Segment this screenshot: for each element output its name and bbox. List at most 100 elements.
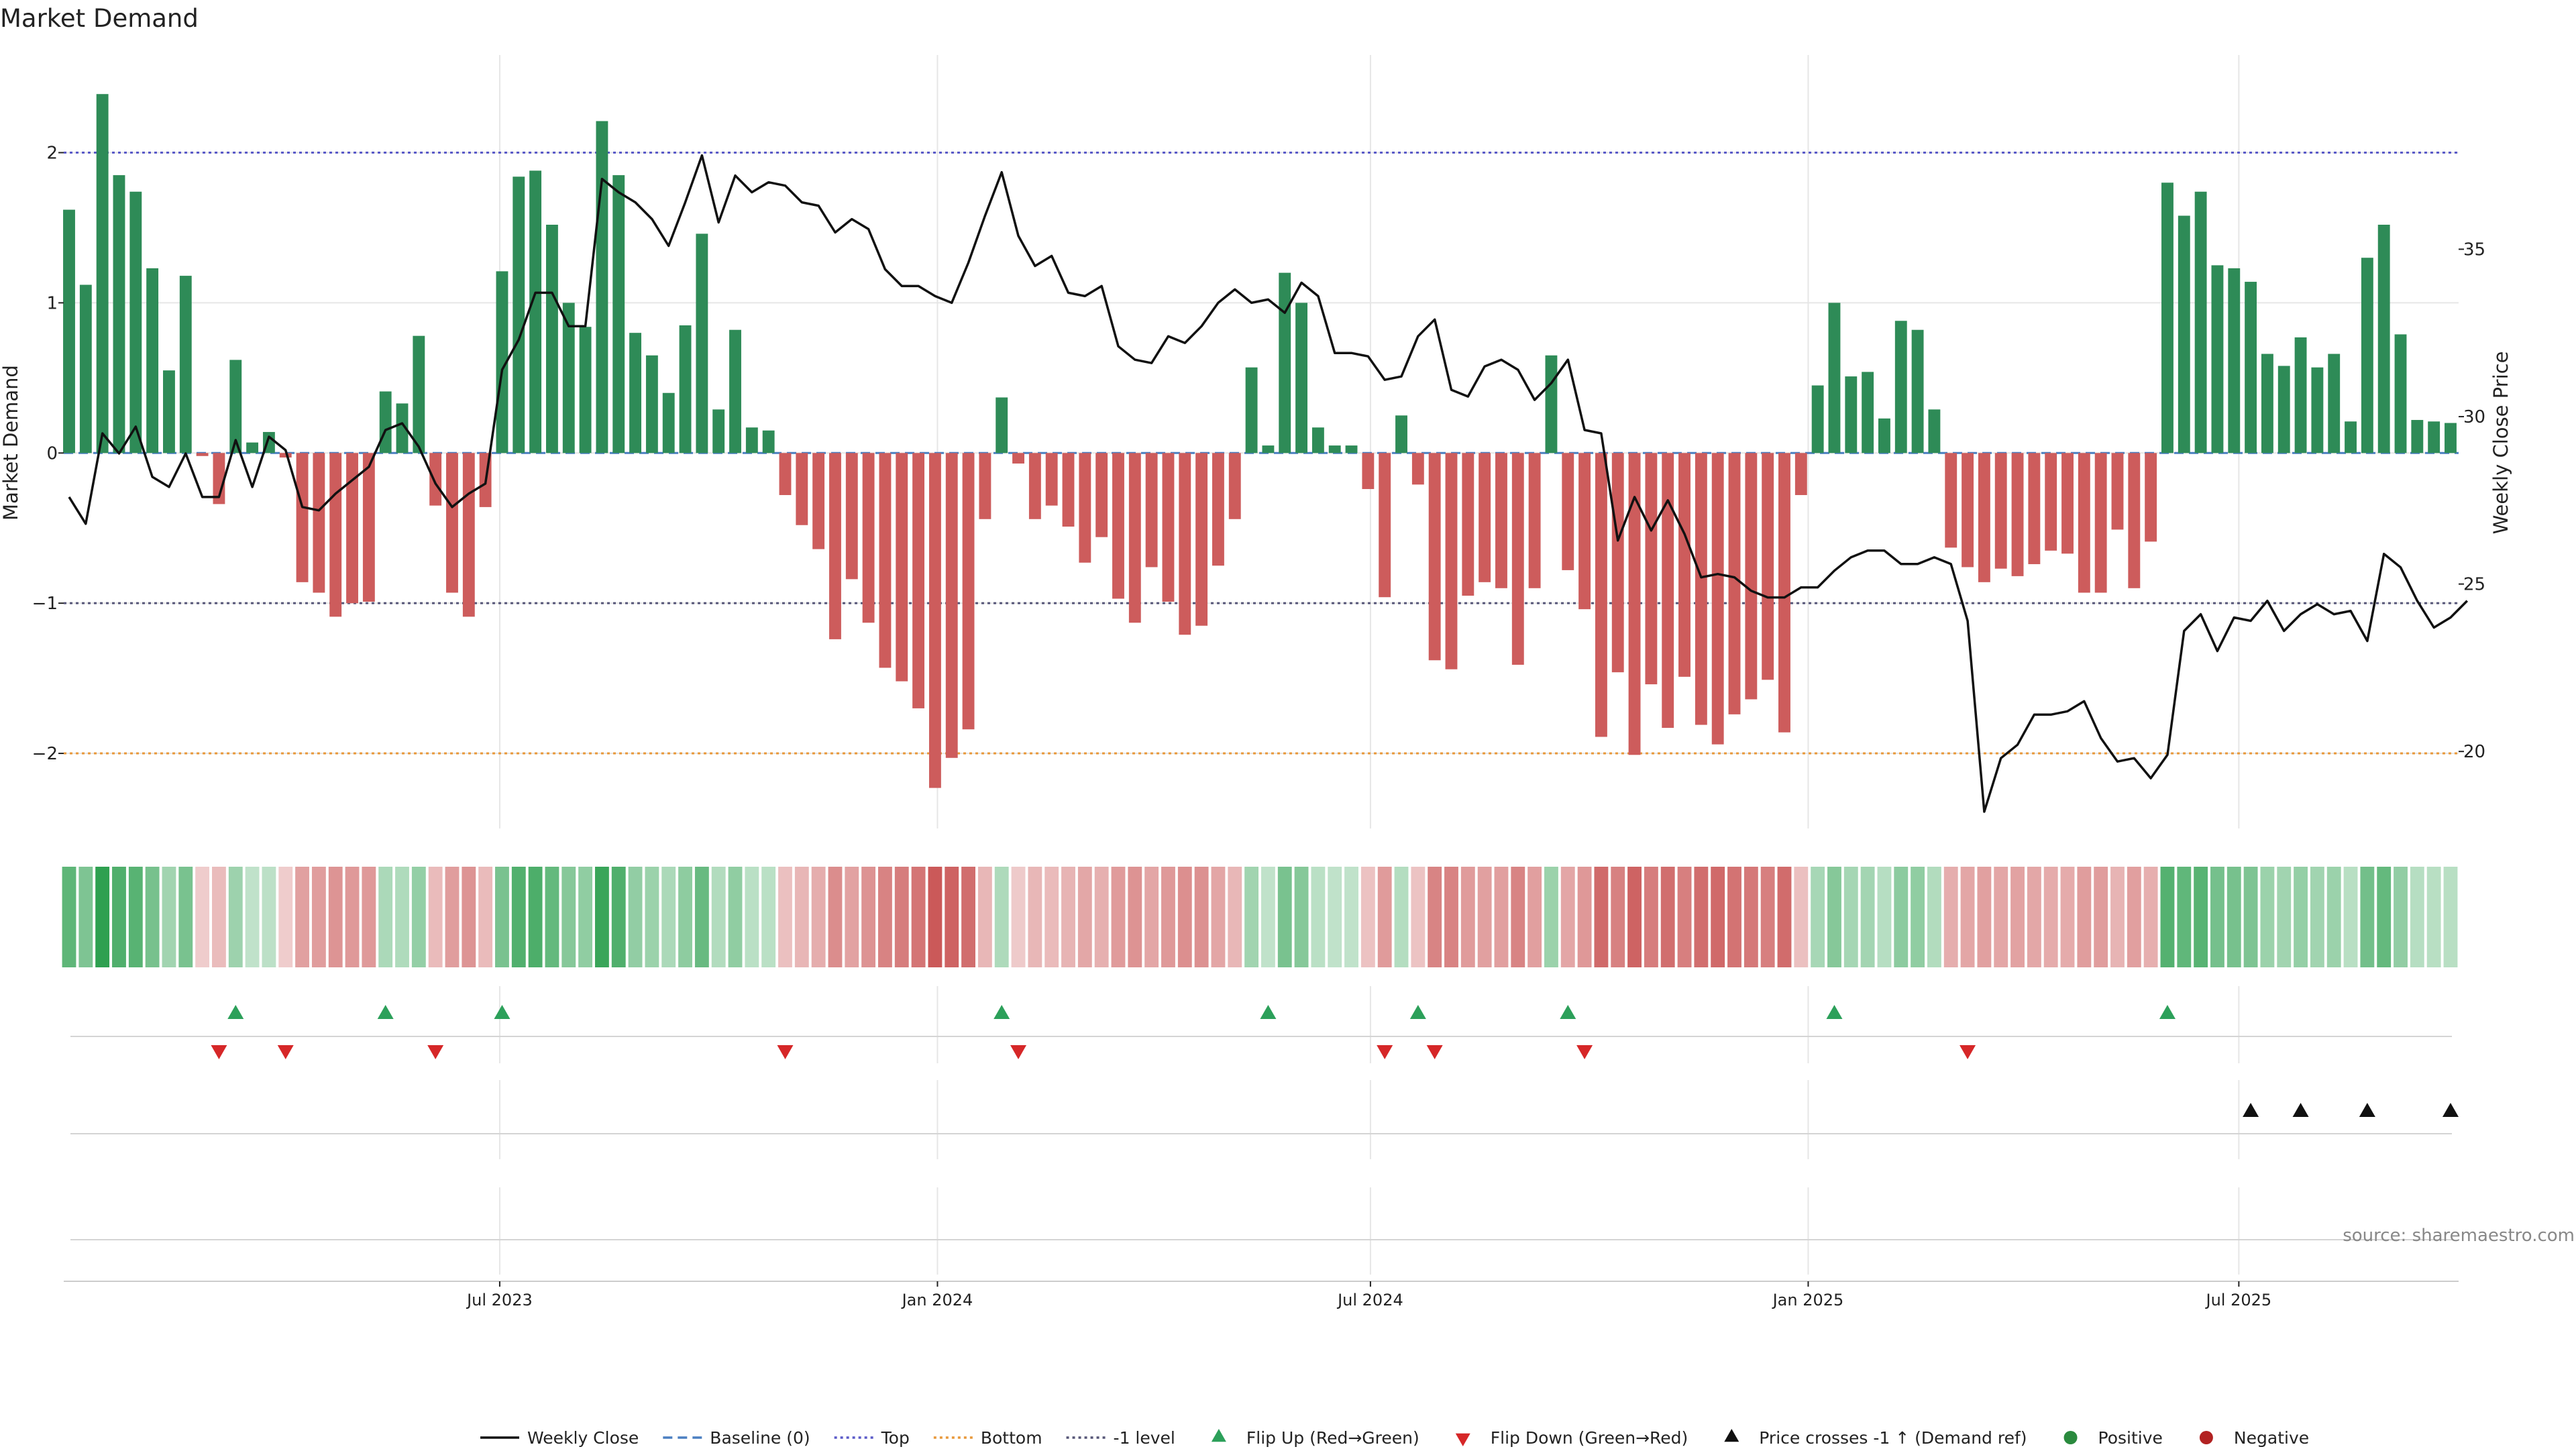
strip-cell [994, 867, 1009, 967]
strip-cell [1660, 867, 1675, 967]
strip-cell [1011, 867, 1026, 967]
demand-bar [1411, 453, 1424, 485]
demand-bars [63, 94, 2457, 788]
strip-cell [1911, 867, 1925, 967]
strip-cell [1994, 867, 2008, 967]
left-tick-label: 2 [46, 144, 58, 164]
demand-bar [1562, 453, 1574, 570]
demand-bar [1195, 453, 1208, 626]
strip-cell [2310, 867, 2324, 967]
demand-bar [1128, 453, 1141, 623]
strip-cell [2360, 867, 2375, 967]
right-tick-label: 30 [2463, 407, 2485, 427]
demand-bar [396, 403, 409, 453]
demand-bar [2345, 421, 2357, 453]
strip-cell [2343, 867, 2358, 967]
strip-cell [1894, 867, 1909, 967]
demand-bar [1295, 303, 1307, 453]
demand-bar [2361, 258, 2373, 453]
strip-cell [1460, 867, 1475, 967]
demand-bar [462, 453, 475, 617]
strip-cell [2110, 867, 2125, 967]
flip-down-marker [777, 1045, 794, 1059]
demand-bar [645, 355, 658, 453]
demand-bar [2128, 453, 2141, 588]
demand-bar [1894, 321, 1907, 453]
price-cross-marker [2359, 1103, 2375, 1117]
strip-cell [345, 867, 360, 967]
strip-cell [1260, 867, 1275, 967]
strip-cell [1727, 867, 1741, 967]
right-tick-label: 35 [2463, 239, 2485, 260]
demand-bar [79, 284, 92, 453]
demand-bar [1794, 453, 1807, 495]
demand-bar [829, 453, 841, 639]
demand-bar [1079, 453, 1091, 563]
x-tick-label: Jul 2025 [2205, 1291, 2272, 1309]
demand-bar [745, 427, 758, 453]
strip-cell [728, 867, 743, 967]
demand-bar [2311, 367, 2324, 453]
demand-bar [1545, 355, 1558, 453]
demand-bar [296, 453, 309, 582]
left-tick-label: 1 [46, 293, 58, 313]
demand-bar [379, 391, 392, 453]
strip-cell [1444, 867, 1458, 967]
demand-bar [729, 329, 741, 453]
legend-label: Bottom [981, 1428, 1042, 1448]
flip-down-marker [277, 1045, 294, 1059]
flip-up-marker [1826, 1005, 1843, 1019]
demand-bar [1145, 453, 1158, 568]
legend-swatch [1211, 1429, 1226, 1442]
strip-cell [1411, 867, 1426, 967]
demand-bar [1362, 453, 1375, 490]
strip-cell [628, 867, 643, 967]
legend-swatch [1455, 1433, 1470, 1446]
demand-bar [562, 303, 575, 453]
strip-cell [1111, 867, 1126, 967]
demand-bar [2261, 354, 2273, 453]
demand-bar [845, 453, 858, 580]
price-cross-marker [2243, 1103, 2259, 1117]
strip-cell [1644, 867, 1658, 967]
strip-cell [2410, 867, 2424, 967]
strip-cell [1877, 867, 1892, 967]
demand-bar [1662, 453, 1674, 728]
demand-bar [346, 453, 358, 604]
cross-markers [2243, 1103, 2459, 1117]
demand-bar [1778, 453, 1790, 733]
demand-bar [879, 453, 892, 668]
strip-cell [2426, 867, 2441, 967]
demand-bar [2094, 453, 2107, 593]
legend-item: Flip Down (Green→Red) [1455, 1428, 1688, 1448]
demand-bar [1345, 445, 1358, 453]
strip-cell [78, 867, 93, 967]
flip-markers [211, 1005, 2176, 1059]
strip-cell [245, 867, 260, 967]
demand-bar [1862, 372, 1874, 453]
demand-bar [1495, 453, 1507, 588]
demand-bar [2411, 420, 2424, 453]
demand-bar [1212, 453, 1224, 566]
demand-bar [2194, 191, 2207, 453]
demand-bar [313, 453, 325, 593]
flip-up-marker [227, 1005, 244, 1019]
demand-bar [63, 209, 75, 453]
strip-cell [2394, 867, 2408, 967]
strip-cell [511, 867, 526, 967]
demand-bar [1095, 453, 1108, 537]
demand-bar [413, 335, 425, 453]
axes: 2 1 0 −2 −1 35 30 25 20 Jul 2023 Jan 2024 Jul 2024 J… [32, 144, 2485, 1309]
left-tick-label: −2 [32, 744, 58, 764]
flip-up-marker [494, 1005, 511, 1019]
strip-cell [1544, 867, 1558, 967]
legend-swatch [2199, 1431, 2213, 1444]
strip-cell [1627, 867, 1642, 967]
demand-bar [2245, 282, 2257, 453]
demand-bar [2294, 337, 2307, 453]
demand-bar [2377, 224, 2390, 453]
demand-bar [796, 453, 808, 525]
strip-cell [212, 867, 226, 967]
right-tick-label: 25 [2463, 575, 2485, 595]
demand-bar [2078, 453, 2090, 593]
